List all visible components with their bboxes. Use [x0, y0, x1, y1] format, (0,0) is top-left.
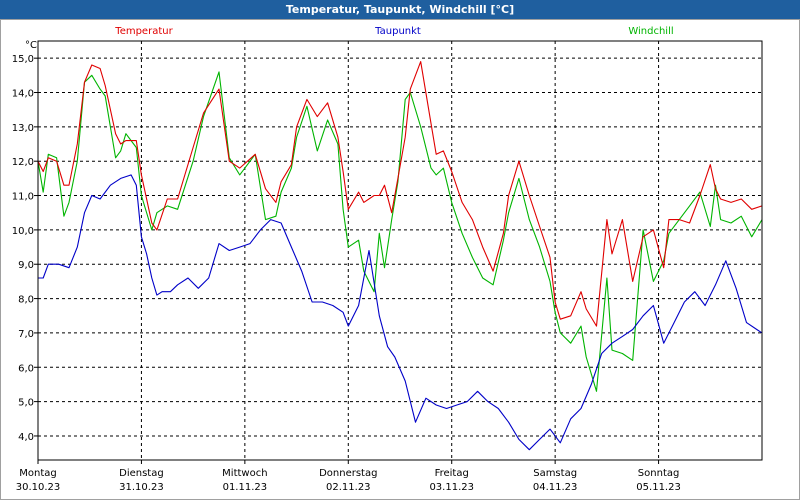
x-tick-date-label: 01.11.23 — [223, 482, 268, 493]
y-tick-label: 7,0 — [18, 329, 34, 340]
y-tick-label: 10,0 — [12, 226, 34, 237]
legend-item-temperatur: Temperatur — [114, 26, 173, 37]
y-tick-label: 9,0 — [18, 260, 34, 271]
x-tick-day-label: Montag — [19, 468, 56, 479]
x-tick-day-label: Samstag — [533, 468, 577, 479]
x-tick-date-label: 31.10.23 — [119, 482, 164, 493]
series-lines — [37, 61, 763, 451]
x-tick-date-label: 03.11.23 — [429, 482, 474, 493]
y-tick-label: 14,0 — [12, 89, 34, 100]
series-line-temperatur — [37, 61, 763, 327]
window-title-bar: Temperatur, Taupunkt, Windchill [°C] — [0, 0, 800, 19]
x-axis: Montag 30.10.23 Dienstag 31.10.23 Mittwoch 01… — [16, 460, 681, 493]
y-tick-label: 4,0 — [18, 432, 34, 443]
chart-frame: °C 4,0 5,0 6,0 7,0 8,0 9,0 10,0 11,0 12,0 13,0 14,0… — [0, 19, 800, 500]
y-tick-label: 15,0 — [12, 54, 34, 65]
y-tick-label: 8,0 — [18, 295, 34, 306]
x-tick-date-label: 05.11.23 — [636, 482, 681, 493]
y-axis: °C 4,0 5,0 6,0 7,0 8,0 9,0 10,0 11,0 12,0 13,0 14,0… — [12, 40, 38, 443]
x-tick-day-label: Sonntag — [638, 468, 680, 479]
legend-item-windchill: Windchill — [628, 26, 673, 37]
plot-area-border — [37, 40, 763, 461]
y-tick-label: 5,0 — [18, 398, 34, 409]
x-tick-day-label: Dienstag — [119, 468, 164, 479]
x-tick-day-label: Donnerstag — [319, 468, 377, 479]
y-axis-label: °C — [25, 40, 37, 51]
chart-svg: °C 4,0 5,0 6,0 7,0 8,0 9,0 10,0 11,0 12,0 13,0 14,0… — [12, 26, 763, 493]
y-tick-label: 11,0 — [12, 192, 34, 203]
window-title: Temperatur, Taupunkt, Windchill [°C] — [285, 3, 515, 16]
x-tick-date-label: 02.11.23 — [326, 482, 371, 493]
x-tick-date-label: 04.11.23 — [533, 482, 578, 493]
y-tick-label: 13,0 — [12, 123, 34, 134]
series-line-windchill — [37, 71, 763, 392]
x-tick-day-label: Mittwoch — [222, 468, 267, 479]
x-tick-date-label: 30.10.23 — [16, 482, 61, 493]
series-line-taupunkt — [38, 174, 763, 451]
y-tick-label: 12,0 — [12, 157, 34, 168]
x-tick-day-label: Freitag — [435, 468, 469, 479]
legend-item-taupunkt: Taupunkt — [374, 26, 421, 37]
grid — [38, 41, 762, 460]
legend: Temperatur Taupunkt Windchill — [114, 26, 673, 37]
y-tick-label: 6,0 — [18, 363, 34, 374]
